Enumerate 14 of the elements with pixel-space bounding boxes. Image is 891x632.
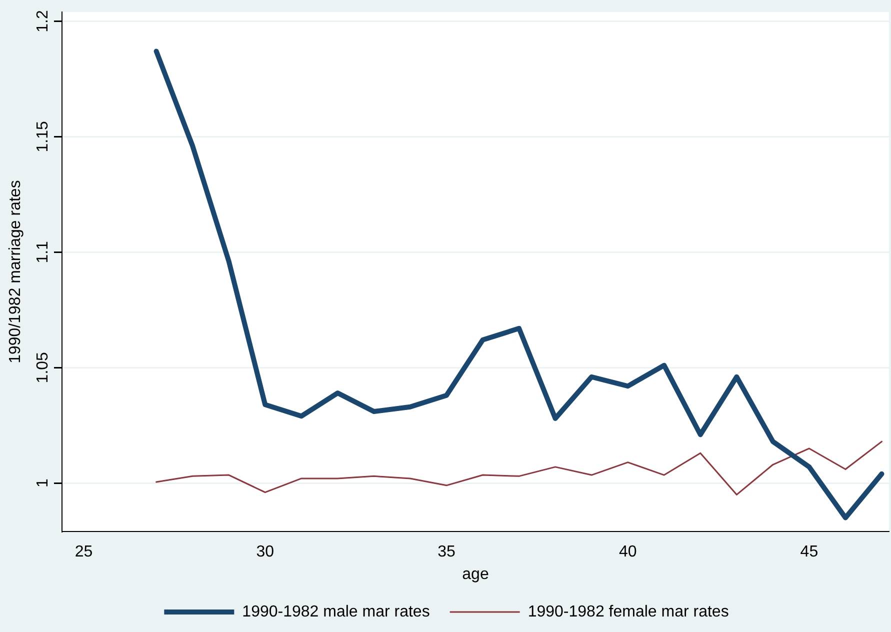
y-tick-label: 1.15 bbox=[34, 121, 52, 152]
x-tick-label: 35 bbox=[438, 544, 456, 561]
y-tick-label: 1.1 bbox=[34, 240, 52, 264]
x-tick-label: 45 bbox=[800, 544, 818, 561]
y-tick-label: 1.05 bbox=[34, 352, 52, 384]
legend-label: 1990-1982 female mar rates bbox=[528, 603, 729, 620]
x-tick-label: 30 bbox=[256, 544, 274, 561]
x-tick-label: 40 bbox=[618, 544, 637, 561]
y-tick-label: 1.2 bbox=[34, 10, 52, 32]
x-tick-label: 25 bbox=[74, 544, 93, 561]
x-axis-title: age bbox=[462, 566, 489, 583]
y-axis-title: 1990/1982 marriage rates bbox=[7, 180, 24, 364]
y-tick-label: 1 bbox=[34, 478, 52, 488]
legend-label: 1990-1982 male mar rates bbox=[242, 603, 430, 620]
